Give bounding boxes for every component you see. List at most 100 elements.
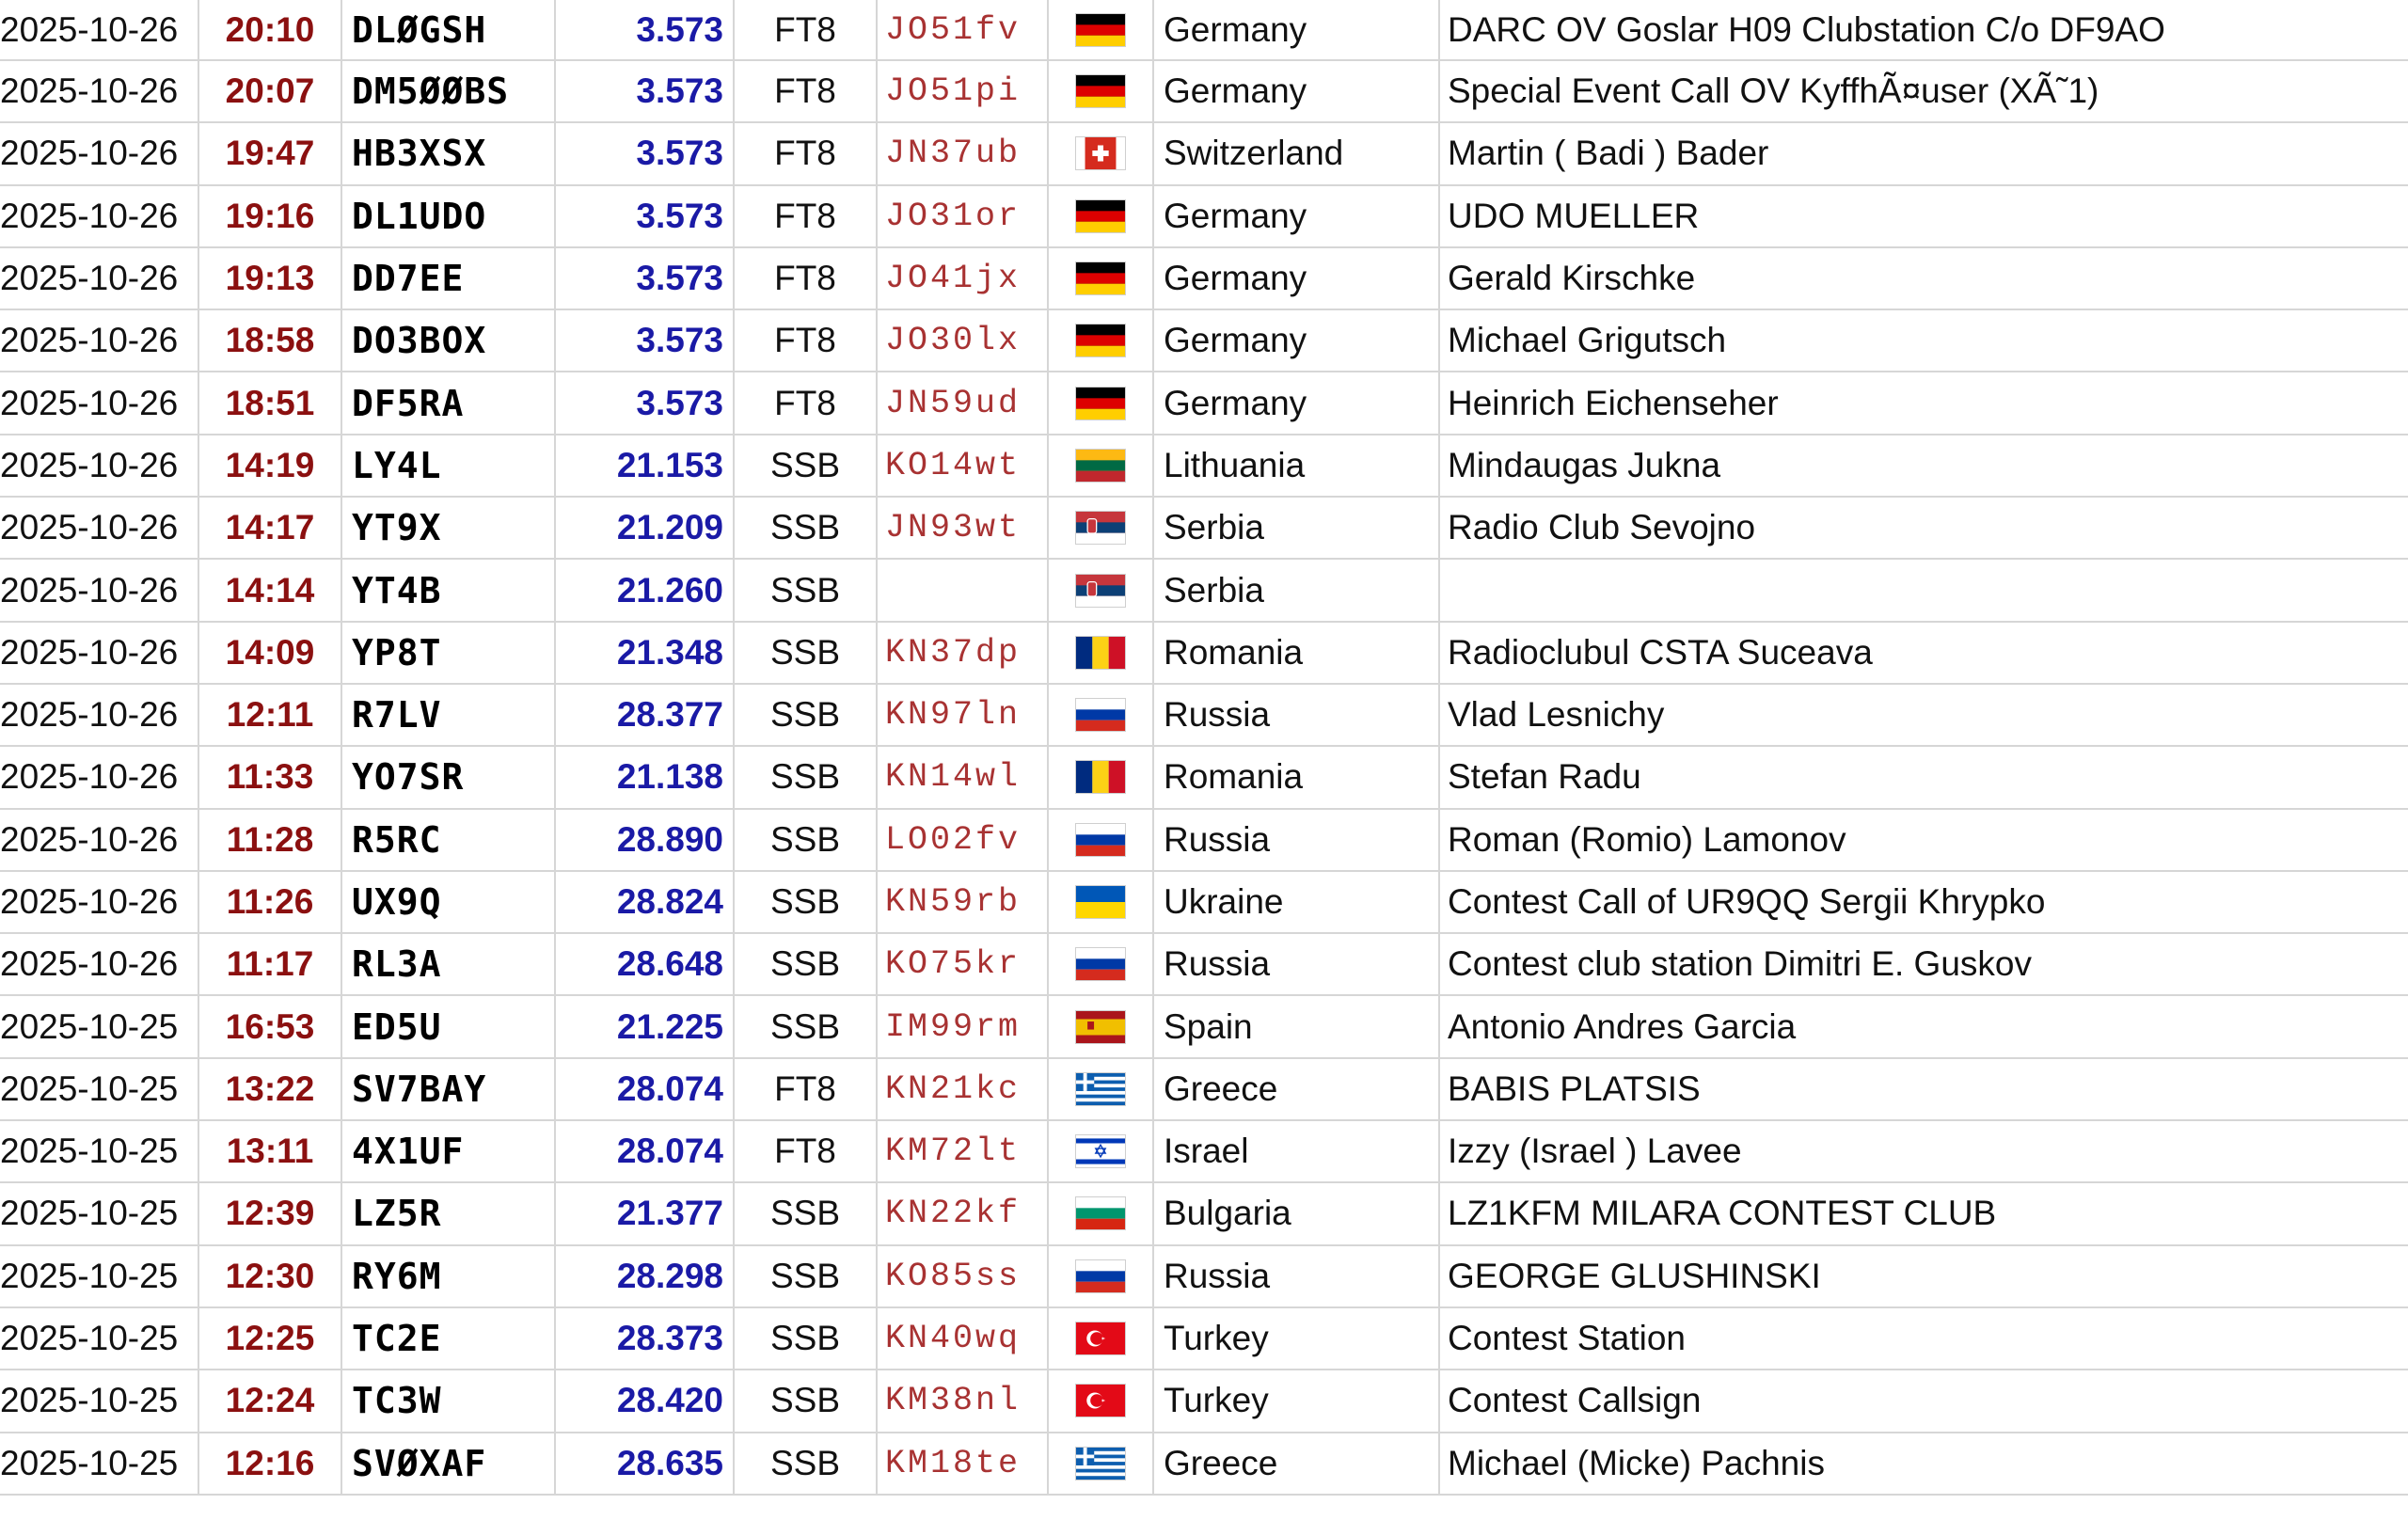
- table-row[interactable]: 2025-10-26 14:14 YT4B 21.260 SSB Serbia: [0, 559, 2408, 623]
- table-row[interactable]: 2025-10-25 13:22 SV7BAY 28.074 FT8 KN21k…: [0, 1057, 2408, 1122]
- callsign-cell[interactable]: DF5RA: [341, 372, 556, 435]
- table-row[interactable]: 2025-10-25 12:24 TC3W 28.420 SSB KM38nl …: [0, 1370, 2408, 1433]
- callsign-cell[interactable]: TC2E: [341, 1306, 556, 1371]
- callsign-cell[interactable]: R7LV: [341, 683, 556, 748]
- germany-flag-icon: [1075, 74, 1126, 109]
- grid-locator-cell: JO41jx: [877, 246, 1049, 311]
- callsign-cell[interactable]: DD7EE: [341, 246, 556, 311]
- table-row[interactable]: 2025-10-26 18:58 DO3BOX 3.573 FT8 JO30lx…: [0, 309, 2408, 373]
- callsign-text[interactable]: YP8T: [352, 631, 442, 673]
- callsign-text[interactable]: DM5ØØBS: [352, 71, 510, 113]
- table-row[interactable]: 2025-10-25 12:30 RY6M 28.298 SSB KO85ss …: [0, 1244, 2408, 1308]
- callsign-text[interactable]: YO7SR: [352, 756, 465, 799]
- callsign-cell[interactable]: SV7BAY: [341, 1057, 556, 1122]
- table-row[interactable]: 2025-10-26 12:11 R7LV 28.377 SSB KN97ln …: [0, 683, 2408, 748]
- table-row[interactable]: 2025-10-26 19:47 HB3XSX 3.573 FT8 JN37ub…: [0, 122, 2408, 186]
- callsign-text[interactable]: DO3BOX: [352, 320, 487, 362]
- table-row[interactable]: 2025-10-26 14:09 YP8T 21.348 SSB KN37dp …: [0, 621, 2408, 685]
- callsign-text[interactable]: RY6M: [352, 1255, 442, 1297]
- table-row[interactable]: 2025-10-26 20:10 DLØGSH 3.573 FT8 JO51fv…: [0, 0, 2408, 61]
- table-row[interactable]: 2025-10-26 11:28 R5RC 28.890 SSB LO02fv …: [0, 808, 2408, 872]
- time-cell: 19:13: [198, 246, 342, 311]
- callsign-cell[interactable]: RY6M: [341, 1244, 556, 1308]
- grid-locator-text: KM72lt: [885, 1132, 1022, 1171]
- operator-name-text: LZ1KFM MILARA CONTEST CLUB: [1448, 1194, 1997, 1233]
- operator-name-text: Heinrich Eichenseher: [1448, 383, 1779, 422]
- callsign-cell[interactable]: LY4L: [341, 434, 556, 499]
- operator-name-text: Contest Call of UR9QQ Sergii Khrypko: [1448, 882, 2046, 921]
- table-row[interactable]: 2025-10-26 11:26 UX9Q 28.824 SSB KN59rb …: [0, 870, 2408, 935]
- callsign-cell[interactable]: ED5U: [341, 995, 556, 1059]
- callsign-cell[interactable]: LZ5R: [341, 1182, 556, 1246]
- callsign-text[interactable]: YT4B: [352, 569, 442, 611]
- table-row[interactable]: 2025-10-25 12:39 LZ5R 21.377 SSB KN22kf …: [0, 1182, 2408, 1246]
- callsign-text[interactable]: UX9Q: [352, 881, 442, 923]
- callsign-text[interactable]: SV7BAY: [352, 1068, 487, 1110]
- table-row[interactable]: 2025-10-26 11:17 RL3A 28.648 SSB KO75kr …: [0, 933, 2408, 997]
- callsign-cell[interactable]: 4X1UF: [341, 1120, 556, 1184]
- callsign-text[interactable]: SVØXAF: [352, 1442, 487, 1484]
- callsign-cell[interactable]: DLØGSH: [341, 0, 556, 61]
- table-row[interactable]: 2025-10-25 12:16 SVØXAF 28.635 SSB KM18t…: [0, 1432, 2408, 1496]
- callsign-cell[interactable]: YT9X: [341, 497, 556, 561]
- date-text: 2025-10-26: [0, 570, 179, 610]
- callsign-text[interactable]: DL1UDO: [352, 195, 487, 237]
- mode-cell: FT8: [734, 1120, 878, 1184]
- callsign-text[interactable]: DD7EE: [352, 258, 465, 300]
- callsign-cell[interactable]: YP8T: [341, 621, 556, 685]
- time-text: 19:16: [225, 196, 315, 235]
- table-row[interactable]: 2025-10-25 16:53 ED5U 21.225 SSB IM99rm …: [0, 995, 2408, 1059]
- callsign-text[interactable]: DF5RA: [352, 382, 465, 424]
- callsign-cell[interactable]: YT4B: [341, 559, 556, 623]
- callsign-text[interactable]: TC2E: [352, 1318, 442, 1360]
- time-text: 12:16: [225, 1443, 315, 1482]
- mode-cell: SSB: [734, 559, 878, 623]
- callsign-cell[interactable]: YO7SR: [341, 746, 556, 810]
- table-row[interactable]: 2025-10-26 14:19 LY4L 21.153 SSB KO14wt …: [0, 434, 2408, 499]
- callsign-text[interactable]: RL3A: [352, 943, 442, 986]
- time-cell: 18:51: [198, 372, 342, 435]
- table-row[interactable]: 2025-10-26 11:33 YO7SR 21.138 SSB KN14wl…: [0, 746, 2408, 810]
- callsign-text[interactable]: TC3W: [352, 1380, 442, 1422]
- callsign-cell[interactable]: DL1UDO: [341, 184, 556, 248]
- table-row[interactable]: 2025-10-26 19:16 DL1UDO 3.573 FT8 JO31or…: [0, 184, 2408, 248]
- mode-text: SSB: [769, 445, 841, 484]
- table-row[interactable]: 2025-10-26 20:07 DM5ØØBS 3.573 FT8 JO51p…: [0, 60, 2408, 124]
- operator-name-text: Special Event Call OV KyffhÃ¤user (XÃ˜1): [1448, 71, 2099, 111]
- country-text: Germany: [1164, 321, 1307, 360]
- callsign-cell[interactable]: R5RC: [341, 808, 556, 872]
- operator-name-text: Izzy (Israel ) Lavee: [1448, 1132, 1742, 1171]
- grid-locator-cell: [877, 559, 1049, 623]
- callsign-cell[interactable]: HB3XSX: [341, 122, 556, 186]
- table-row[interactable]: 2025-10-26 18:51 DF5RA 3.573 FT8 JN59ud …: [0, 372, 2408, 435]
- callsign-text[interactable]: LZ5R: [352, 1193, 442, 1235]
- callsign-text[interactable]: DLØGSH: [352, 8, 487, 51]
- callsign-text[interactable]: ED5U: [352, 1005, 442, 1048]
- callsign-text[interactable]: YT9X: [352, 507, 442, 549]
- callsign-cell[interactable]: UX9Q: [341, 870, 556, 935]
- frequency-cell: 21.153: [555, 434, 735, 499]
- callsign-cell[interactable]: RL3A: [341, 933, 556, 997]
- frequency-text: 3.573: [636, 196, 723, 235]
- callsign-text[interactable]: LY4L: [352, 444, 442, 486]
- date-cell: 2025-10-25: [0, 1432, 199, 1496]
- date-text: 2025-10-26: [0, 383, 179, 422]
- callsign-cell[interactable]: TC3W: [341, 1370, 556, 1433]
- table-row[interactable]: 2025-10-25 12:25 TC2E 28.373 SSB KN40wq …: [0, 1306, 2408, 1371]
- callsign-cell[interactable]: SVØXAF: [341, 1432, 556, 1496]
- table-row[interactable]: 2025-10-26 14:17 YT9X 21.209 SSB JN93wt …: [0, 497, 2408, 561]
- callsign-cell[interactable]: DM5ØØBS: [341, 60, 556, 124]
- callsign-text[interactable]: R7LV: [352, 694, 442, 736]
- time-text: 12:25: [225, 1319, 315, 1358]
- callsign-cell[interactable]: DO3BOX: [341, 309, 556, 373]
- operator-name-cell: Stefan Radu: [1439, 746, 2408, 810]
- callsign-text[interactable]: HB3XSX: [352, 133, 487, 175]
- time-cell: 11:26: [198, 870, 342, 935]
- table-row[interactable]: 2025-10-26 19:13 DD7EE 3.573 FT8 JO41jx …: [0, 246, 2408, 311]
- mode-text: SSB: [769, 570, 841, 610]
- callsign-text[interactable]: R5RC: [352, 818, 442, 861]
- mode-text: SSB: [769, 944, 841, 984]
- callsign-text[interactable]: 4X1UF: [352, 1131, 465, 1173]
- table-row[interactable]: 2025-10-25 13:11 4X1UF 28.074 FT8 KM72lt…: [0, 1120, 2408, 1184]
- mode-text: FT8: [774, 134, 836, 173]
